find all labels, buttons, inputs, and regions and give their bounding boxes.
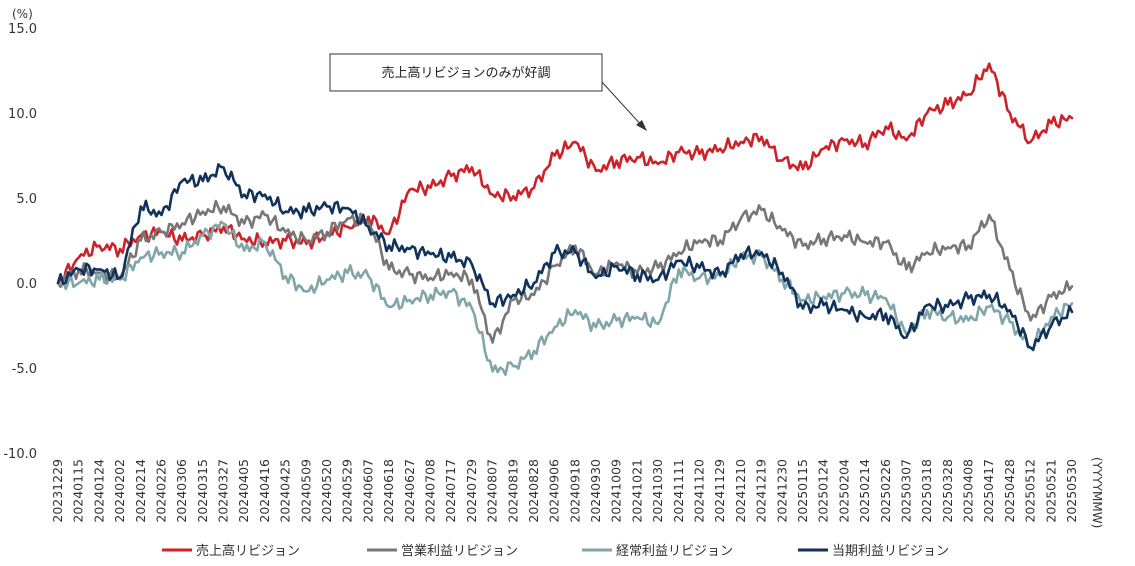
x-tick-label: 20240607	[360, 459, 375, 523]
series-line-1	[56, 199, 1074, 344]
x-tick-label: 20250521	[1043, 459, 1058, 523]
x-tick-label: 20250318	[919, 459, 934, 523]
x-tick-label: 20250512	[1023, 459, 1038, 523]
x-tick-label: 20241230	[774, 459, 789, 523]
series-line-2	[56, 220, 1074, 376]
x-tick-label: 20250417	[981, 459, 996, 523]
series-line-3	[56, 163, 1074, 351]
x-tick-label: 20241210	[733, 459, 748, 523]
x-tick-label: 20250530	[1064, 459, 1079, 523]
x-tick-label: 20240425	[278, 459, 293, 523]
x-tick-label: 20241120	[692, 459, 707, 523]
y-tick-label: 10.0	[8, 107, 37, 122]
x-tick-label: 20240315	[195, 459, 210, 523]
x-tick-label: 20250124	[816, 459, 831, 523]
x-tick-label: 20240202	[112, 459, 127, 523]
legend: 売上高リビジョン 営業利益リビジョン 経常利益リビジョン 当期利益リビジョン	[162, 543, 949, 559]
annotation-text: 売上高リビジョンのみが好調	[381, 65, 550, 81]
x-tick-label: 20240306	[174, 459, 189, 523]
series-lines	[56, 62, 1074, 376]
legend-label-2: 経常利益リビジョン	[616, 544, 733, 559]
x-tick-label: 20241129	[712, 459, 727, 523]
y-tick-label: 5.0	[16, 192, 37, 207]
annotation: 売上高リビジョンのみが好調	[329, 53, 647, 131]
y-axis-unit: (%)	[12, 7, 33, 21]
x-tick-label: 20240906	[547, 459, 562, 523]
x-tick-label: 20240828	[526, 459, 541, 523]
x-tick-label: 20240627	[402, 459, 417, 523]
y-tick-label: -5.0	[12, 362, 37, 377]
x-tick-label: 20241219	[754, 459, 769, 523]
x-tick-label: 20240405	[236, 459, 251, 523]
x-tick-label: 20240124	[91, 459, 106, 523]
x-tick-label: 20240717	[443, 459, 458, 523]
y-axis-ticks: 15.0 10.0 5.0 0.0 -5.0 -10.0	[3, 22, 37, 462]
x-tick-label: 20240529	[340, 459, 355, 523]
x-tick-label: 20240729	[464, 459, 479, 523]
x-tick-label: 20240115	[71, 459, 86, 523]
x-tick-label: 20240918	[567, 459, 582, 523]
x-tick-label: 20250214	[857, 459, 872, 523]
x-tick-label: 20240930	[588, 459, 603, 523]
annotation-box	[329, 53, 603, 92]
x-tick-label: 20240807	[485, 459, 500, 523]
x-tick-label: 20241111	[671, 459, 686, 523]
x-tick-label: 20231229	[50, 459, 65, 523]
x-tick-label: 20240819	[505, 459, 520, 523]
x-tick-label: 20240708	[422, 459, 437, 523]
x-tick-label: 20241030	[650, 459, 665, 523]
x-tick-label: 20241021	[629, 459, 644, 523]
y-tick-label: 0.0	[16, 277, 37, 292]
x-tick-label: 20240416	[257, 459, 272, 523]
annotation-arrow-line	[601, 81, 643, 127]
x-tick-label: 20240509	[298, 459, 313, 523]
legend-label-1: 営業利益リビジョン	[401, 543, 518, 559]
x-axis-ticks: 20231229 20240115 20240124 20240202 20240214…	[50, 459, 1079, 523]
y-tick-label: 15.0	[8, 22, 37, 37]
x-tick-label: 20240214	[133, 459, 148, 523]
x-tick-label: 20240520	[319, 459, 334, 523]
y-tick-label: -10.0	[3, 447, 37, 462]
x-tick-label: 20240226	[153, 459, 168, 523]
x-axis-unit: (YYYYMMW)	[1090, 457, 1104, 528]
x-tick-label: 20241009	[609, 459, 624, 523]
legend-label-3: 当期利益リビジョン	[832, 544, 949, 559]
x-tick-label: 20250226	[878, 459, 893, 523]
x-tick-label: 20250307	[898, 459, 913, 523]
x-tick-label: 20250328	[940, 459, 955, 523]
x-tick-label: 20250204	[836, 459, 851, 523]
x-tick-label: 20250115	[795, 459, 810, 523]
x-tick-label: 20250428	[1002, 459, 1017, 523]
annotation-arrowhead	[636, 120, 647, 131]
legend-label-0: 売上高リビジョン	[196, 543, 300, 559]
x-tick-label: 20250408	[961, 459, 976, 523]
x-tick-label: 20240618	[381, 459, 396, 523]
x-tick-label: 20240327	[216, 459, 231, 523]
